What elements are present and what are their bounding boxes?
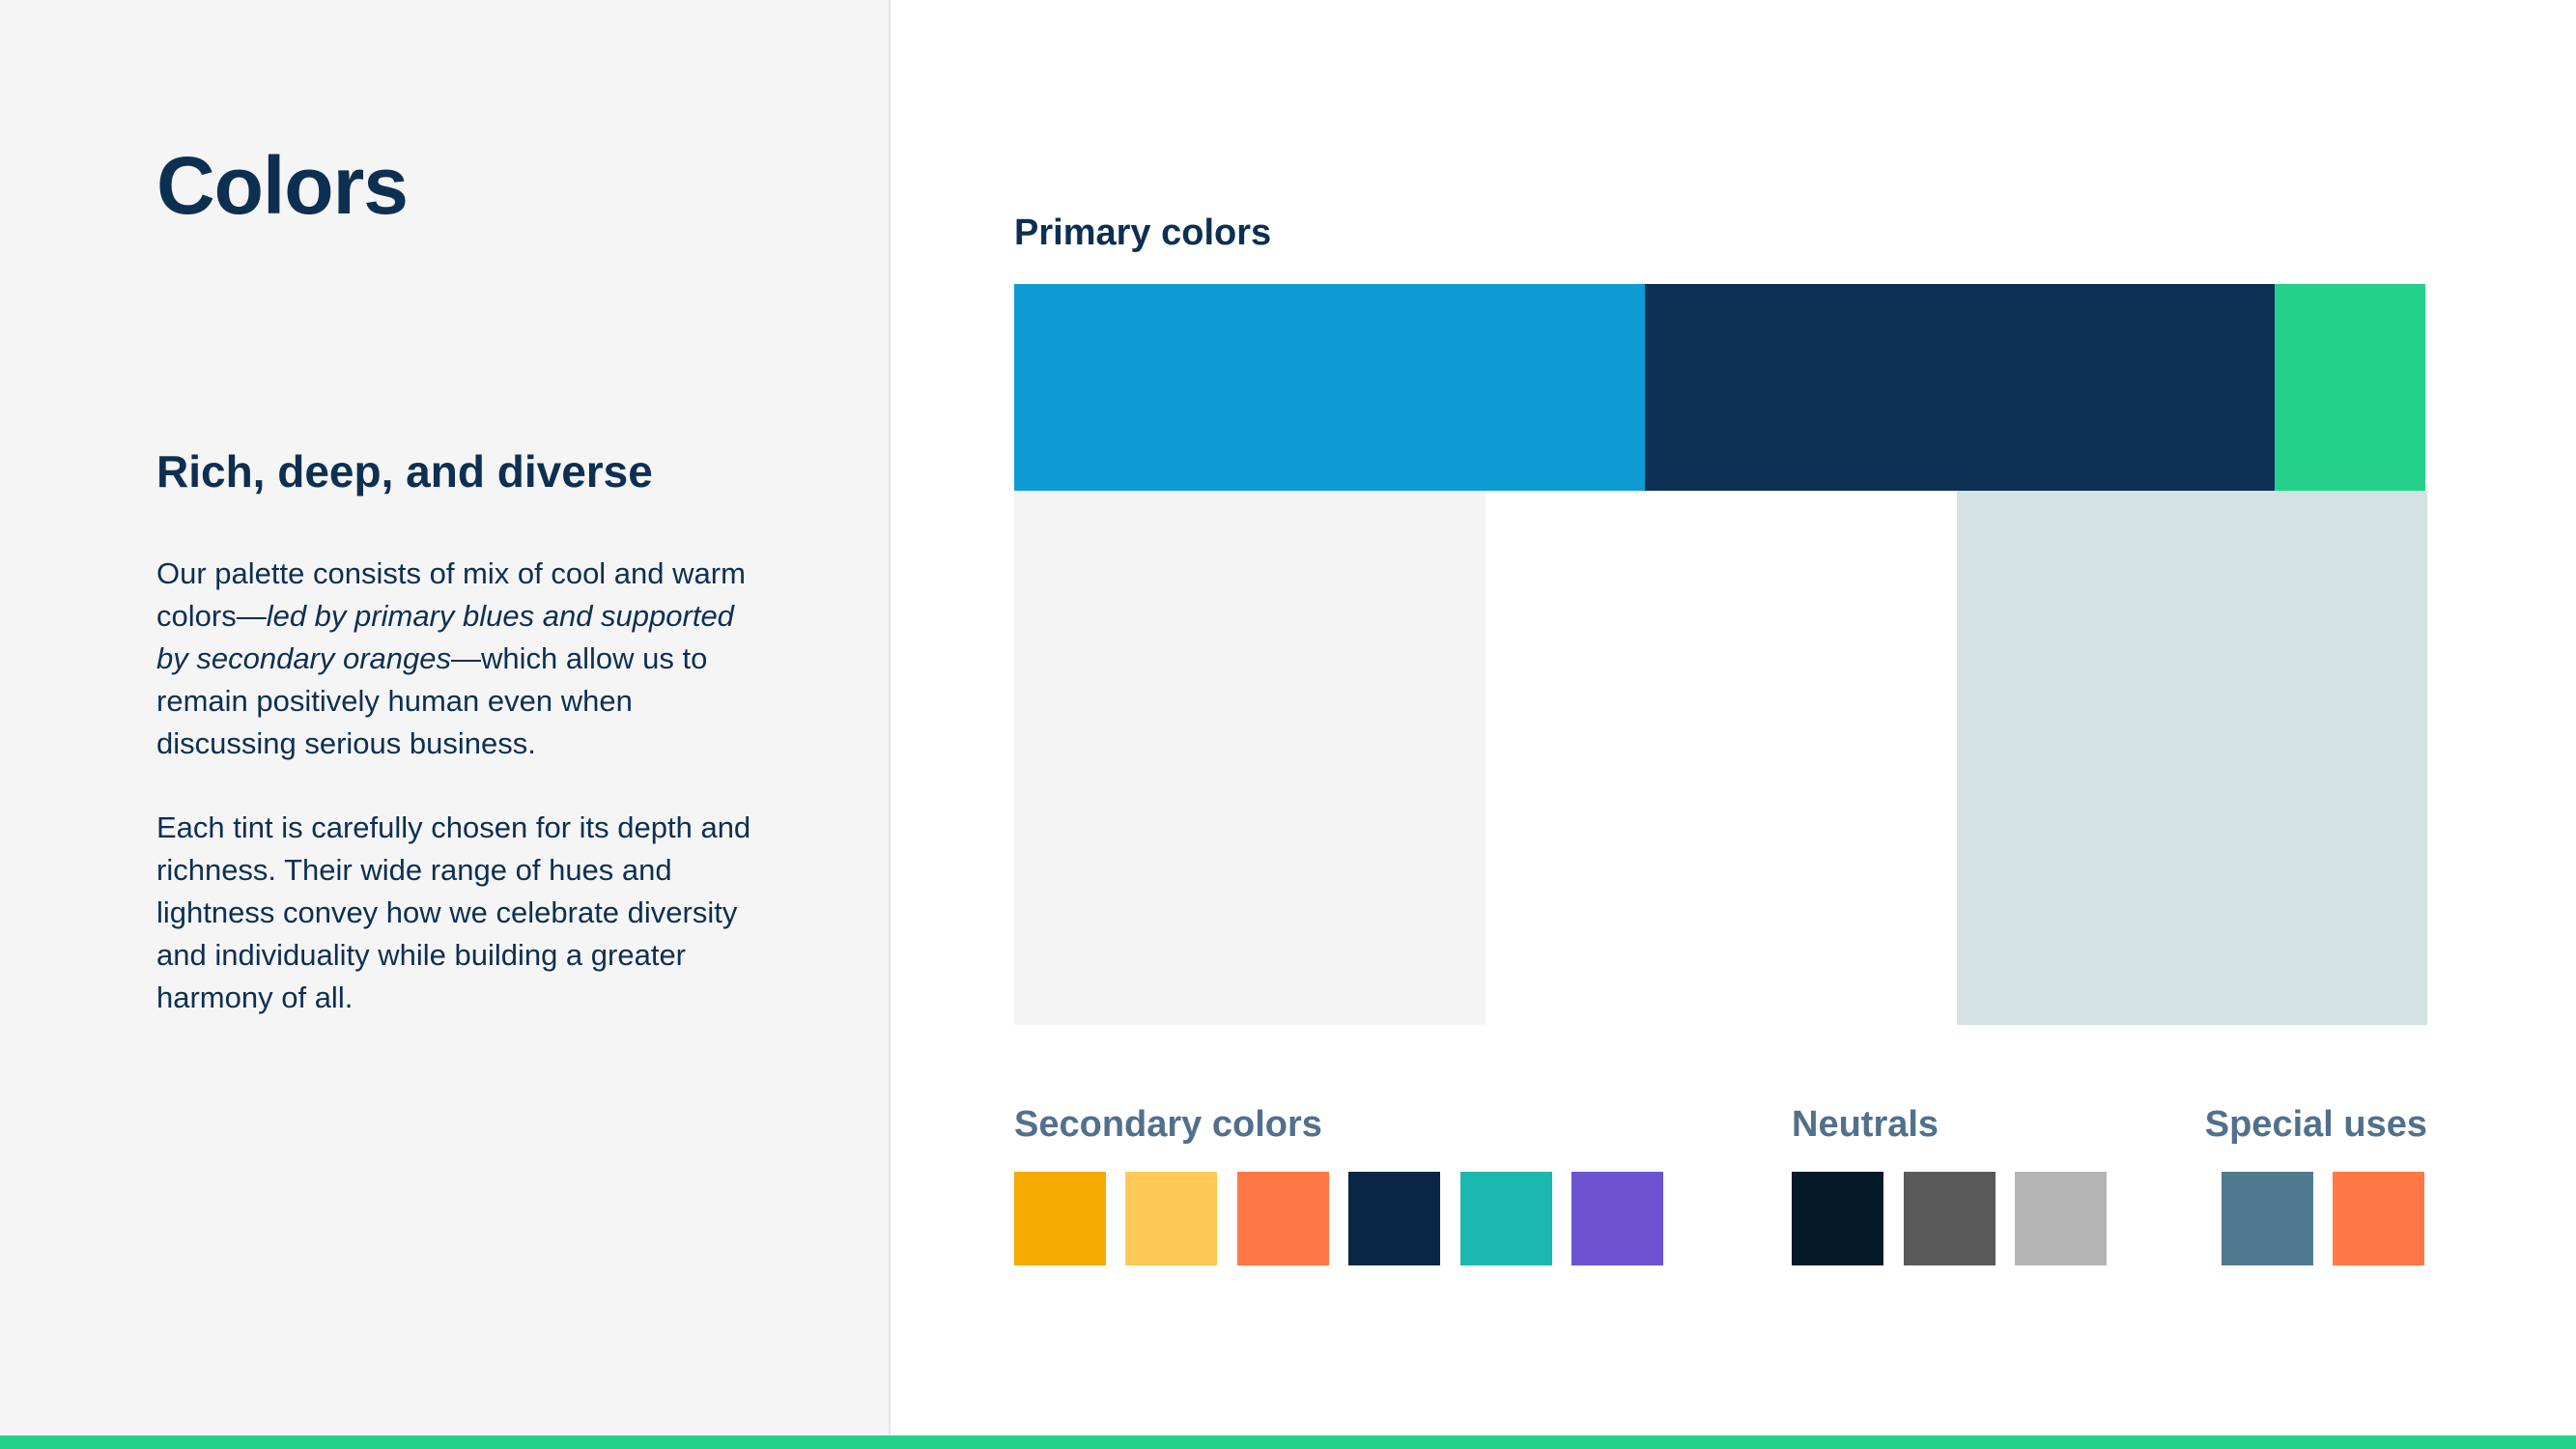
intro-paragraph: Our palette consists of mix of cool and … xyxy=(156,553,755,765)
secondary-swatch xyxy=(1460,1172,1552,1265)
special-swatch xyxy=(2333,1172,2424,1265)
secondary-swatch xyxy=(1348,1172,1440,1265)
intro-emphasis: led by primary blues and supported by se… xyxy=(156,599,734,675)
page-title: Colors xyxy=(156,140,409,231)
neutral-swatch xyxy=(1904,1172,1996,1265)
neutrals-label: Neutrals xyxy=(1792,1104,1939,1145)
subheading: Rich, deep, and diverse xyxy=(156,446,653,497)
left-panel: Colors Rich, deep, and diverse Our palet… xyxy=(0,0,891,1435)
primary-swatch-pale-teal xyxy=(1957,491,2427,1025)
primary-swatch-light-gray xyxy=(1014,491,1486,1025)
secondary-swatch xyxy=(1237,1172,1329,1265)
neutral-swatch xyxy=(1792,1172,1883,1265)
neutral-swatch xyxy=(2015,1172,2107,1265)
secondary-swatch xyxy=(1014,1172,1106,1265)
primary-swatch-white xyxy=(1486,491,1957,1025)
special-swatch xyxy=(2222,1172,2313,1265)
special-uses-label: Special uses xyxy=(2204,1104,2427,1145)
primary-swatch-blue xyxy=(1014,284,1645,491)
primary-swatch-green xyxy=(2275,284,2425,491)
secondary-swatch xyxy=(1125,1172,1217,1265)
detail-paragraph: Each tint is carefully chosen for its de… xyxy=(156,810,751,1014)
primary-colors-label: Primary colors xyxy=(1014,213,1272,253)
secondary-swatch xyxy=(1571,1172,1663,1265)
intro-lead: Our palette consists of mix of cool and … xyxy=(156,556,746,633)
intro-tail: —which allow us to remain positively hum… xyxy=(156,641,708,760)
primary-swatch-navy xyxy=(1645,284,2275,491)
secondary-colors-label: Secondary colors xyxy=(1014,1104,1322,1145)
accent-bottom-bar xyxy=(0,1435,2576,1449)
